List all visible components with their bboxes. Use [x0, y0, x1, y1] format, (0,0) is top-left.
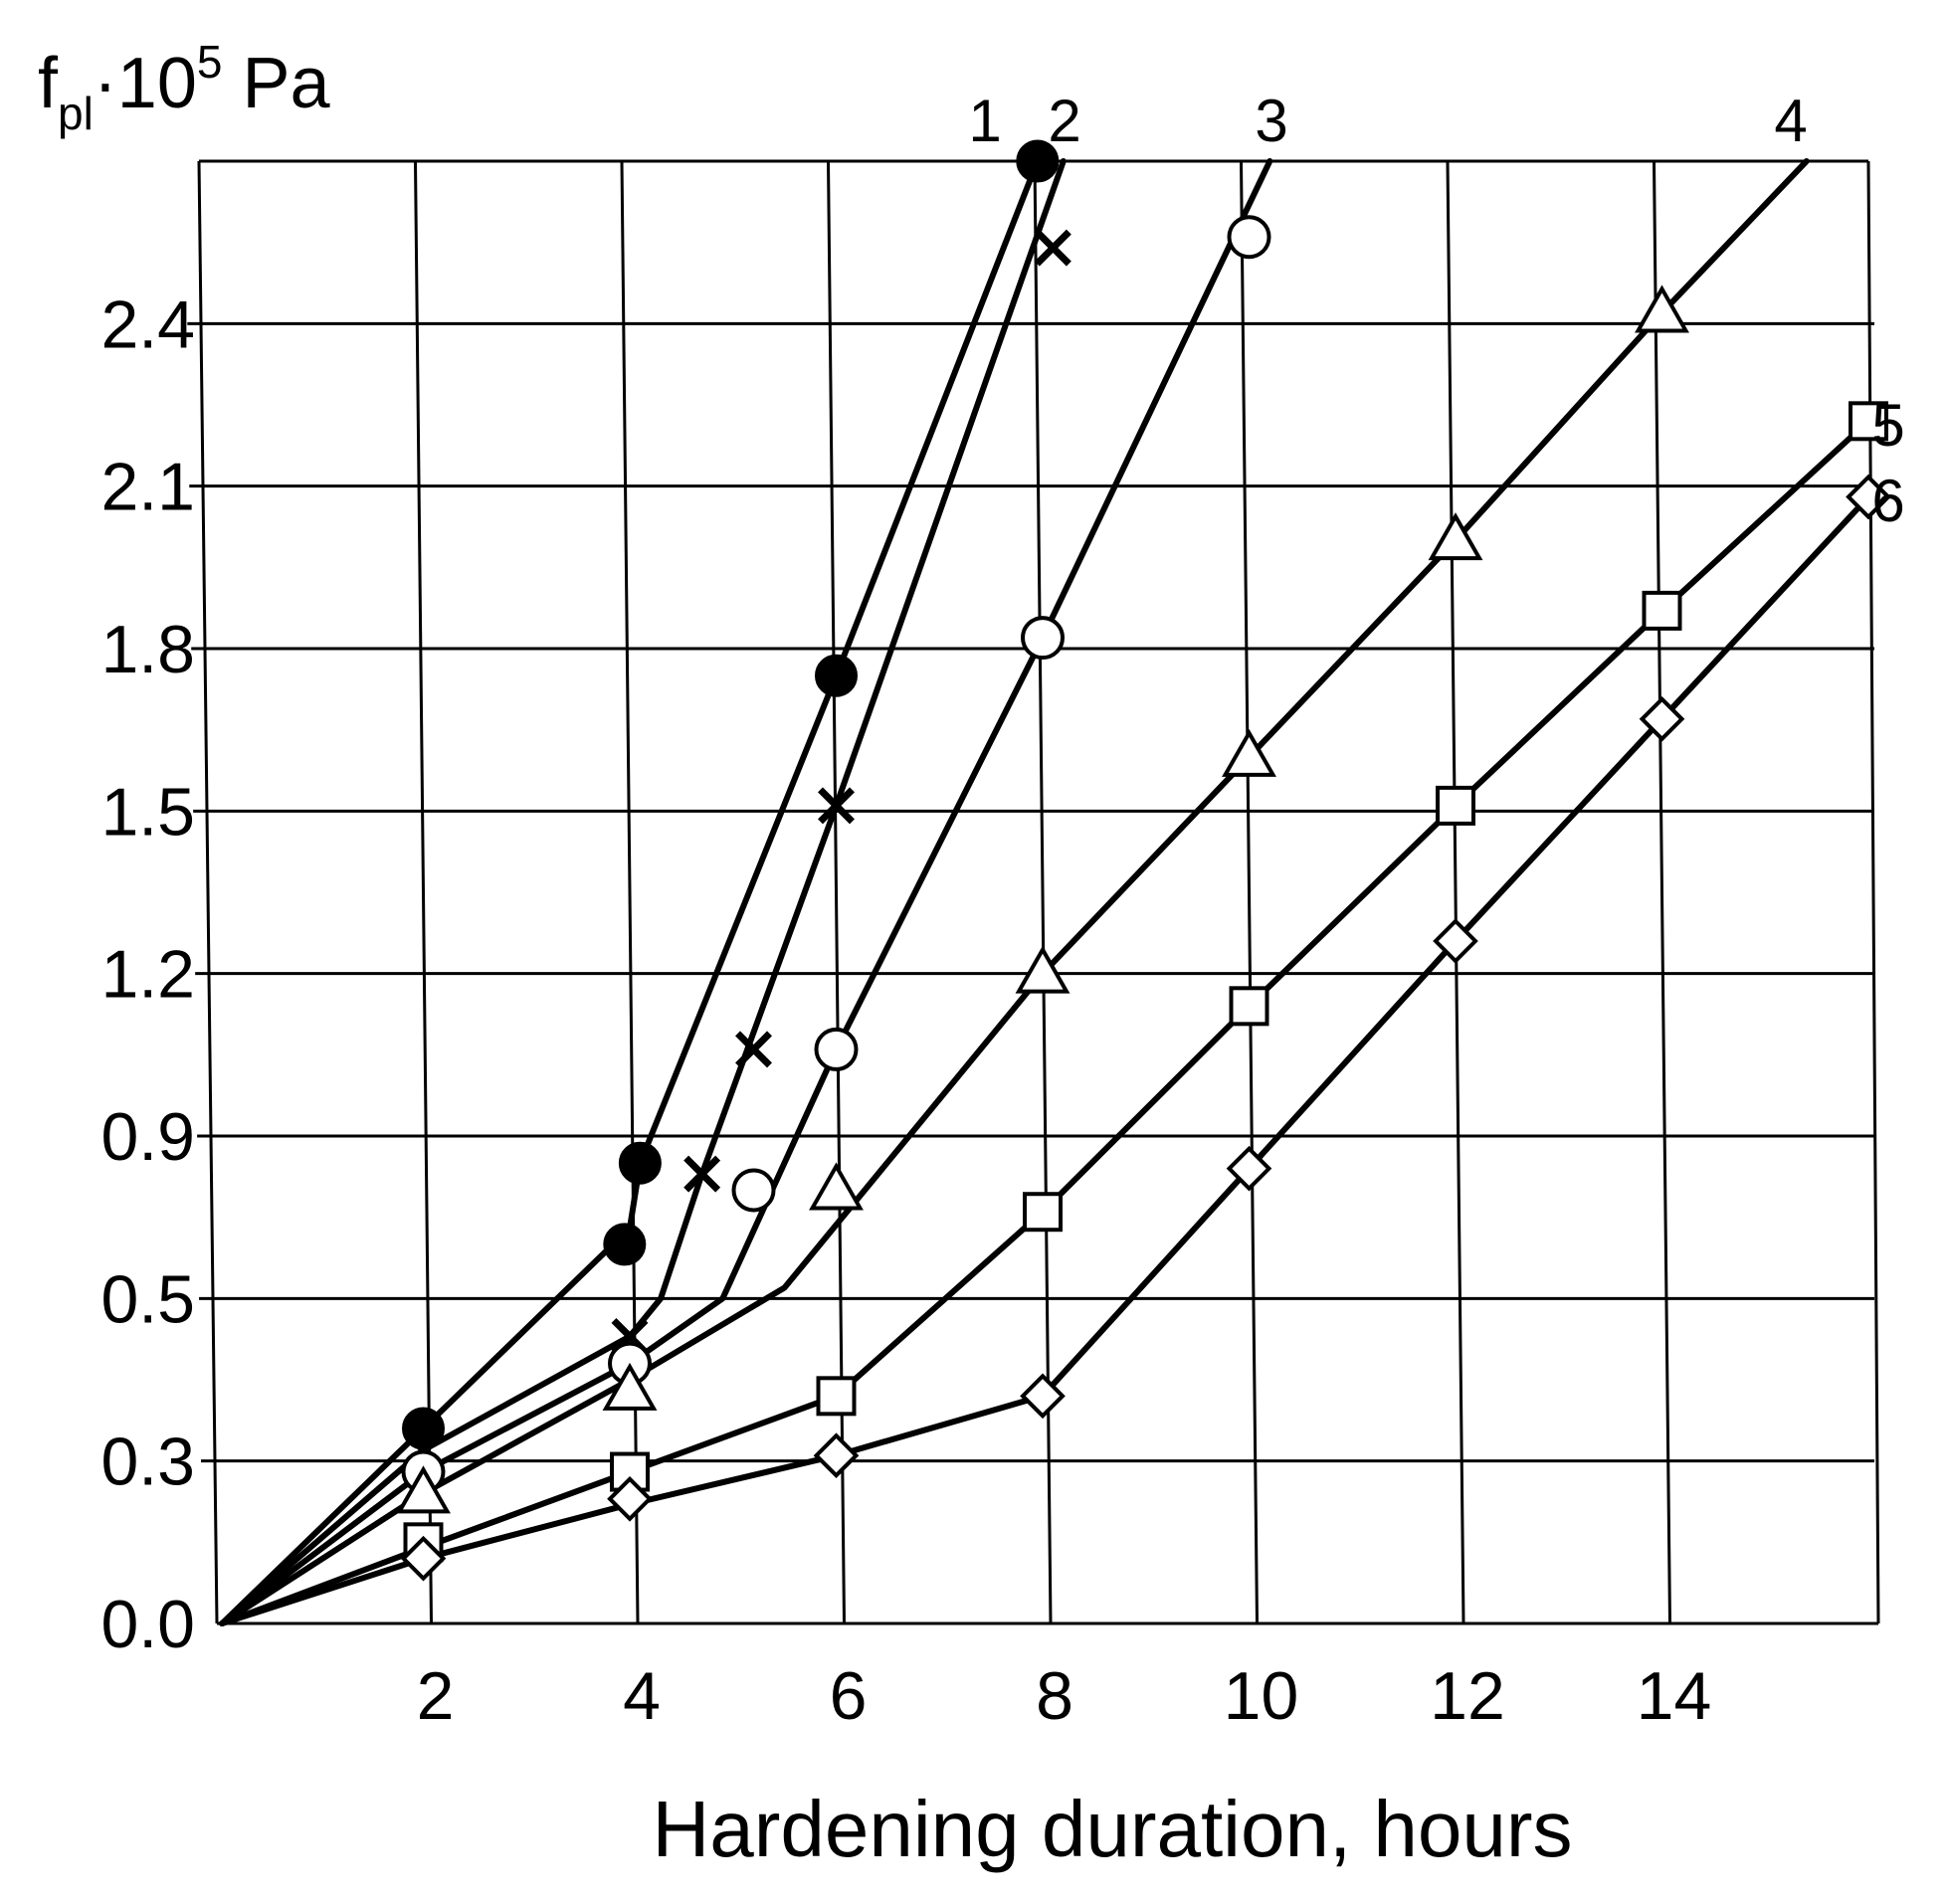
point-s6-2 [813, 1432, 860, 1479]
y-axis-title-rest: ·10 [94, 44, 197, 123]
y-tick-label-8: 2.4 [100, 286, 195, 362]
point-s4-1 [602, 1362, 658, 1411]
grid-line-x-10 [1240, 160, 1259, 1624]
y-tick-label-1: 0.3 [100, 1425, 195, 1500]
plot-frame-right [1866, 160, 1880, 1624]
point-s6-1 [607, 1475, 653, 1522]
grid-line-x-12 [1446, 160, 1465, 1624]
point-s4-6 [1635, 285, 1689, 333]
y-axis-title-unit: Pa [222, 44, 330, 123]
point-s6-4 [1226, 1145, 1272, 1192]
axes: 2 4 6 8 10 12 14 0.0 0.3 0.5 0.9 1.2 1.5 1.8 2.1 2.4 [100, 160, 1878, 1734]
series-label-5: 5 [1871, 392, 1904, 459]
series-label-1: 1 [968, 88, 1001, 154]
point-s3-2 [731, 1168, 776, 1213]
x-tick-label-12: 12 [1430, 1658, 1505, 1734]
point-s1-2 [618, 1141, 662, 1185]
y-axis-title-sub: pl [58, 88, 94, 139]
point-s5-7 [1849, 401, 1888, 442]
point-s4-3 [1015, 945, 1071, 994]
series-labels: 1 2 3 4 5 6 [968, 88, 1904, 534]
point-s3-5 [1227, 215, 1271, 260]
x-tick-label-10: 10 [1224, 1658, 1299, 1734]
point-s6-6 [1639, 695, 1685, 742]
point-s1-4 [1016, 139, 1060, 183]
point-s6-3 [1020, 1373, 1066, 1420]
point-s1-3 [815, 654, 858, 697]
point-s4-2 [809, 1162, 864, 1211]
point-s2-2 [683, 1155, 721, 1193]
point-s5-3 [1023, 1192, 1063, 1233]
series-label-2: 2 [1048, 88, 1080, 154]
y-axis-title: fpl·105 Pa [38, 36, 331, 139]
y-tick-label-3: 0.9 [100, 1099, 195, 1175]
series-line-1 [219, 158, 1041, 1626]
point-s6-7 [1846, 474, 1891, 520]
x-tick-label-2: 2 [417, 1658, 455, 1734]
point-s4-4 [1222, 728, 1276, 777]
y-tick-label-7: 2.1 [100, 450, 195, 525]
x-tick-label-4: 4 [623, 1658, 661, 1734]
point-s4-5 [1428, 512, 1483, 561]
series-label-3: 3 [1255, 88, 1287, 154]
y-tick-label-6: 1.8 [100, 612, 195, 687]
point-s5-5 [1436, 785, 1475, 826]
y-tick-label-2: 0.5 [100, 1261, 195, 1337]
x-axis-title: Hardening duration, hours [652, 1785, 1572, 1873]
point-s6-0 [400, 1535, 447, 1582]
point-s1-1 [603, 1223, 647, 1266]
grid-line-x-14 [1653, 160, 1671, 1624]
point-s5-4 [1229, 986, 1269, 1027]
point-s5-2 [816, 1376, 857, 1417]
y-tick-label-4: 1.2 [100, 937, 195, 1013]
x-tick-label-6: 6 [830, 1658, 868, 1734]
point-s6-5 [1433, 918, 1478, 964]
point-s2-5 [1034, 229, 1071, 267]
point-s2-3 [735, 1031, 772, 1068]
grid-line-x-2 [414, 160, 433, 1624]
series-markers [396, 139, 1891, 1582]
series-label-6: 6 [1871, 468, 1904, 534]
y-tick-label-0: 0.0 [100, 1587, 195, 1662]
x-tick-label-14: 14 [1637, 1658, 1712, 1734]
x-tick-label-8: 8 [1036, 1658, 1073, 1734]
point-s2-4 [818, 787, 855, 825]
y-tick-label-5: 1.5 [100, 774, 195, 850]
point-s4-0 [396, 1465, 451, 1514]
point-s3-3 [814, 1027, 859, 1071]
point-s3-4 [1021, 616, 1065, 661]
y-axis-line [197, 160, 219, 1624]
point-s1-0 [402, 1407, 445, 1450]
point-s5-6 [1642, 590, 1682, 631]
y-axis-title-sup: 5 [197, 36, 223, 88]
y-axis-title-main: f [38, 44, 59, 123]
series-label-4: 4 [1774, 88, 1807, 154]
